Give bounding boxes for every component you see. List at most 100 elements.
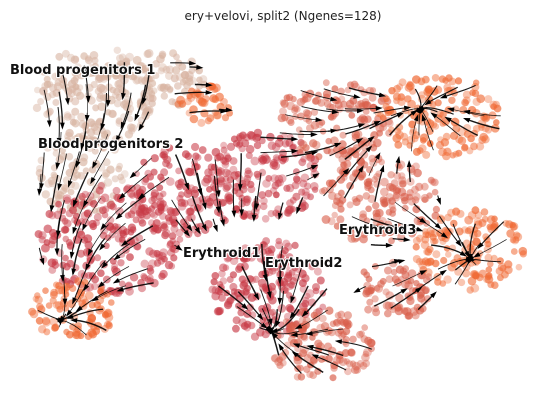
cell-point — [368, 287, 375, 294]
cell-point — [273, 192, 280, 199]
cell-point — [298, 132, 305, 139]
streamline-arrowhead — [113, 278, 120, 283]
cell-point — [343, 160, 351, 168]
cell-point — [344, 367, 352, 375]
cell-point — [282, 247, 289, 254]
streamline-arrowhead — [396, 156, 401, 163]
cell-point — [242, 178, 250, 186]
cell-point — [36, 303, 44, 311]
cell-point — [432, 74, 440, 82]
cell-point — [178, 63, 186, 71]
cell-point — [89, 302, 96, 309]
cell-point — [109, 203, 116, 210]
cell-point — [270, 174, 278, 182]
cell-point — [281, 286, 289, 294]
cell-point — [78, 333, 85, 340]
cell-point — [157, 203, 164, 210]
cell-point — [272, 162, 281, 171]
streamline-arrowhead — [220, 219, 225, 226]
cell-point — [116, 163, 123, 170]
cell-point — [165, 261, 173, 269]
cell-point — [468, 211, 477, 220]
cell-point — [380, 198, 388, 206]
cell-point — [301, 334, 309, 342]
streamline-arrowhead — [463, 118, 470, 123]
cell-point — [42, 317, 50, 325]
cell-point — [161, 92, 168, 99]
cell-point — [195, 154, 202, 161]
cell-point — [62, 226, 69, 233]
streamline — [395, 202, 425, 222]
cell-point — [282, 240, 290, 248]
streamline-arrowhead — [353, 94, 360, 99]
cell-point — [293, 175, 300, 182]
cell-point — [161, 231, 169, 239]
cell-point — [209, 94, 217, 102]
cell-point — [455, 150, 462, 157]
cell-point — [431, 179, 439, 187]
cell-point — [139, 219, 147, 227]
cell-point — [413, 280, 419, 286]
cell-point — [240, 281, 248, 289]
cell-point — [304, 293, 310, 299]
streamline-arrowhead — [232, 211, 237, 218]
cell-point — [141, 260, 149, 268]
cell-point — [380, 178, 389, 187]
cell-point — [332, 212, 338, 218]
cell-point — [220, 142, 227, 149]
cell-point — [497, 257, 504, 264]
cell-point — [483, 276, 491, 284]
cell-point — [422, 287, 429, 294]
cell-point — [344, 311, 352, 319]
cell-point — [443, 133, 451, 141]
cell-point — [212, 109, 219, 116]
cell-point — [63, 329, 69, 335]
cell-point — [245, 167, 252, 174]
cell-point — [421, 183, 429, 191]
cell-point — [184, 189, 193, 198]
cell-point — [424, 259, 432, 267]
cell-point — [482, 216, 489, 223]
cell-point — [386, 275, 394, 283]
cell-point — [432, 189, 439, 196]
cell-point — [52, 99, 59, 106]
cell-point — [63, 236, 70, 243]
cell-point — [153, 219, 161, 227]
cell-point — [330, 374, 337, 381]
cell-point — [204, 154, 212, 162]
cell-point — [486, 266, 493, 273]
cell-point — [404, 95, 411, 102]
cell-point — [440, 280, 447, 287]
cell-point — [166, 162, 172, 168]
cell-point — [196, 77, 202, 83]
cell-point — [388, 183, 395, 190]
cell-point — [315, 153, 322, 160]
cell-point — [353, 198, 361, 206]
cell-point — [312, 283, 320, 291]
cell-point — [254, 171, 261, 178]
cell-point — [258, 191, 266, 199]
cell-point — [337, 201, 344, 208]
cell-point — [435, 99, 442, 106]
cell-point — [238, 318, 247, 327]
cell-point — [334, 193, 342, 201]
cell-point — [291, 107, 298, 114]
cell-point — [174, 82, 182, 90]
cell-point — [170, 208, 178, 216]
cell-point — [33, 104, 41, 112]
cell-point — [484, 245, 492, 253]
cell-point — [222, 169, 231, 178]
cell-point — [223, 152, 231, 160]
cell-point — [108, 299, 115, 306]
cell-point — [349, 336, 356, 343]
cell-point — [472, 272, 479, 279]
cell-point — [241, 262, 249, 270]
cell-point — [225, 192, 233, 200]
cell-point — [372, 202, 379, 209]
cell-point — [41, 82, 49, 90]
cell-point — [455, 135, 463, 143]
cell-point — [48, 211, 56, 219]
cell-point — [220, 199, 227, 206]
cell-point — [323, 79, 330, 86]
cell-point — [463, 96, 471, 104]
